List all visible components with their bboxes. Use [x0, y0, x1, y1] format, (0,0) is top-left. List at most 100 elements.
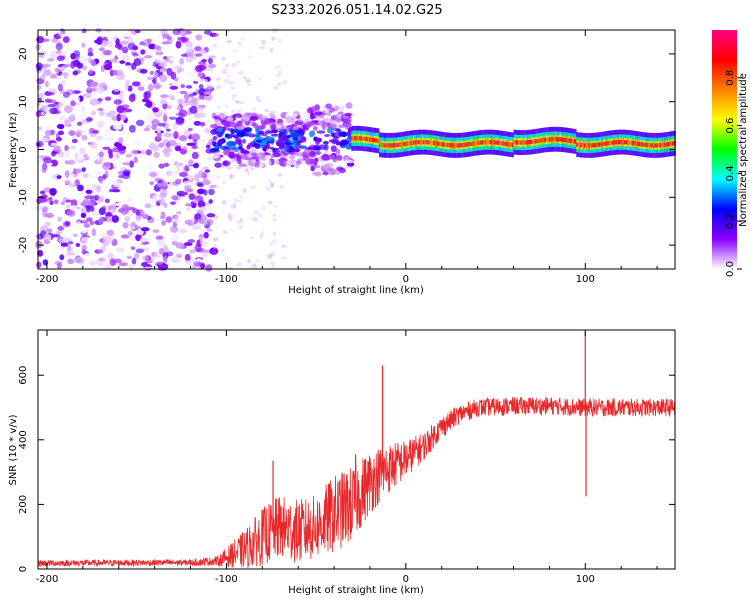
spectrogram-cell	[46, 228, 53, 234]
snr-panel: -200 -100 0 100 0 200 400 600 Height of straigh…	[8, 329, 676, 596]
spectrogram-cell	[35, 157, 43, 164]
spectrogram-cell	[281, 256, 287, 260]
spectrogram-cell	[114, 202, 124, 207]
spectrogram-cell	[176, 162, 181, 171]
spectrogram-cell	[258, 99, 262, 103]
spectrogram-cell	[260, 230, 265, 236]
spectrogram-cell	[259, 234, 264, 239]
spectrogram-cell	[458, 143, 460, 148]
spectrogram-cell	[174, 64, 181, 71]
spectrogram-cell	[131, 257, 137, 265]
spectrogram-cell	[257, 76, 263, 81]
spectrogram-cell	[164, 247, 170, 252]
spectrogram-cell	[175, 178, 182, 185]
spectrogram-cell	[626, 140, 629, 145]
colorbar-label: Normalized spectral amplitude	[738, 73, 749, 227]
spectrogram-cell	[326, 126, 334, 134]
spectrogram-cell	[188, 193, 196, 201]
spectrogram-cell	[450, 143, 453, 148]
spectrogram-cell	[330, 145, 337, 153]
spectrogram-xtick-label: 0	[403, 274, 409, 285]
spectrogram-cell	[236, 109, 242, 114]
spectrogram-cell	[147, 83, 154, 92]
spectrogram-cell	[206, 218, 214, 226]
spectrogram-cell	[197, 200, 206, 208]
spectrogram-cell	[189, 249, 196, 254]
spectrogram-cell	[64, 170, 70, 179]
spectrogram-cell	[195, 174, 200, 183]
spectrogram-cell	[402, 141, 405, 147]
spectrogram-cell	[428, 140, 430, 145]
spectrogram-cell	[439, 141, 441, 147]
spectrogram-cell	[91, 176, 98, 180]
spectrogram-cell	[212, 215, 219, 220]
spectrogram-cell	[309, 112, 316, 120]
spectrogram-cell	[106, 229, 115, 236]
spectrogram-cell	[592, 143, 595, 148]
spectrogram-cell	[404, 141, 406, 147]
spectrogram-cell	[161, 66, 166, 72]
spectrogram-cell	[96, 86, 105, 94]
spectrogram-cell	[162, 148, 170, 155]
spectrogram-cell	[90, 110, 97, 116]
spectrogram-cell	[566, 138, 568, 143]
spectrogram-cell	[578, 142, 581, 148]
spectrogram-cell	[69, 205, 78, 211]
spectrogram-cell	[268, 180, 272, 183]
spectrogram-cell	[189, 93, 194, 97]
spectrogram-cell	[232, 94, 237, 97]
spectrogram-cell	[103, 264, 112, 270]
spectrogram-cell	[68, 130, 76, 136]
colorbar-ticks: 0.0 0.2 0.4 0.6 0.8	[725, 70, 742, 277]
spectrogram-cell	[85, 189, 93, 195]
spectrogram-cell	[315, 138, 320, 146]
spectrogram-cell	[236, 139, 242, 144]
spectrogram-cell	[247, 171, 251, 176]
spectrogram-cell	[128, 94, 136, 102]
spectrogram-cell	[363, 136, 366, 141]
spectrogram-cell	[123, 32, 130, 38]
spectrogram-cell	[143, 42, 151, 47]
snr-xtick-label: 100	[576, 574, 595, 585]
spectrogram-cell	[205, 144, 211, 149]
spectrogram-cell	[79, 147, 86, 155]
spectrogram-cell	[213, 151, 221, 158]
spectrogram-cell	[127, 230, 133, 236]
spectrogram-cell	[142, 214, 150, 220]
spectrogram-cell	[208, 57, 213, 65]
spectrogram-cell	[186, 206, 191, 212]
spectrogram-cell	[212, 244, 218, 250]
spectrogram-cell	[366, 136, 369, 142]
spectrogram-cell	[492, 140, 494, 145]
spectrogram-cell	[78, 55, 87, 63]
spectrogram-cell	[279, 128, 285, 133]
spectrogram-cell	[313, 125, 318, 131]
spectrogram-cell	[415, 140, 418, 145]
spectrogram-cell	[162, 55, 168, 60]
spectrogram-cell	[194, 46, 202, 52]
spectrogram-cell	[485, 139, 488, 145]
spectrogram-cell	[202, 166, 209, 170]
spectrogram-cell	[185, 124, 194, 129]
spectrogram-cell	[145, 259, 154, 264]
spectrogram-cell	[582, 143, 585, 148]
spectrogram-cell	[89, 196, 98, 203]
spectrogram-cell	[112, 180, 122, 188]
spectrogram-cell	[634, 141, 636, 146]
spectrogram-cell	[223, 120, 231, 128]
spectrogram-cell	[518, 140, 521, 145]
spectrogram-cell	[46, 58, 55, 62]
spectrogram-cell	[488, 139, 490, 145]
spectrogram-cell	[156, 127, 162, 134]
spectrogram-cell	[44, 130, 53, 136]
spectrogram-cell	[98, 47, 105, 52]
spectrogram-cell	[562, 137, 565, 142]
spectrogram-cell	[101, 185, 109, 191]
spectrogram-cell	[67, 241, 74, 245]
spectrogram-cell	[321, 107, 330, 114]
spectrogram-cell	[468, 142, 470, 147]
spectrogram-cell	[109, 58, 118, 63]
spectrogram-cell	[669, 141, 671, 147]
spectrogram-cell	[595, 142, 597, 148]
spectrogram-cell	[153, 251, 161, 259]
